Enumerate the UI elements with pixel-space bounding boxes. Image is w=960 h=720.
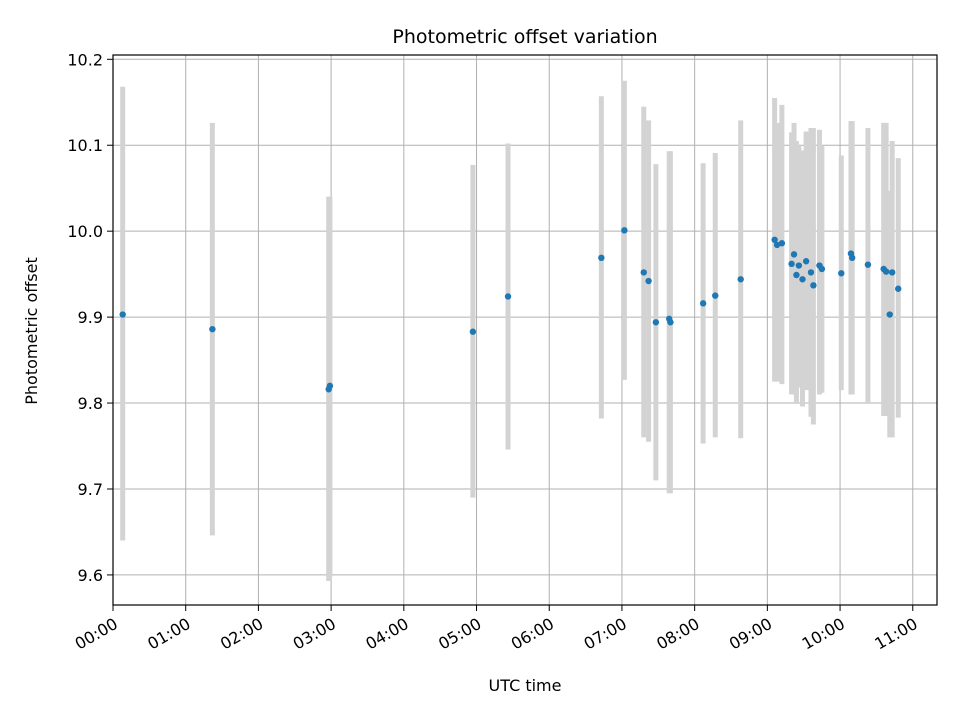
data-point bbox=[778, 240, 786, 247]
data-point bbox=[326, 382, 334, 390]
data-point bbox=[799, 276, 806, 283]
data-point bbox=[818, 265, 826, 273]
y-tick-label: 10.1 bbox=[67, 136, 103, 155]
chart-title: Photometric offset variation bbox=[392, 26, 657, 48]
y-tick-label: 9.9 bbox=[78, 308, 103, 327]
y-axis-ticks: 9.6 9.7 9.8 9.9 10.0 10.1 10.2 bbox=[67, 50, 113, 585]
data-points bbox=[119, 227, 902, 393]
data-point bbox=[621, 227, 628, 234]
data-point bbox=[864, 261, 872, 268]
data-point bbox=[699, 300, 707, 307]
data-point bbox=[882, 268, 890, 275]
data-point bbox=[469, 328, 477, 335]
data-point bbox=[810, 282, 817, 289]
data-point bbox=[838, 270, 845, 277]
data-point bbox=[119, 311, 126, 318]
y-tick-label: 9.6 bbox=[78, 566, 103, 585]
data-point bbox=[773, 241, 781, 249]
y-tick-label: 9.8 bbox=[78, 394, 103, 413]
data-point bbox=[886, 311, 893, 318]
data-point bbox=[802, 258, 810, 265]
data-point bbox=[209, 325, 216, 333]
data-point bbox=[640, 269, 647, 276]
data-point bbox=[895, 285, 902, 292]
plot-frame bbox=[112, 54, 938, 606]
data-point bbox=[793, 271, 800, 279]
data-point bbox=[598, 254, 605, 262]
data-point bbox=[848, 254, 856, 262]
y-axis-label: Photometric offset bbox=[22, 257, 41, 405]
data-point bbox=[737, 276, 744, 283]
data-point bbox=[790, 251, 798, 258]
data-point bbox=[788, 260, 795, 268]
data-point bbox=[807, 269, 815, 276]
y-tick-label: 9.7 bbox=[78, 480, 103, 499]
data-point bbox=[771, 236, 778, 243]
data-point bbox=[645, 277, 652, 285]
y-tick-label: 10.0 bbox=[67, 222, 103, 241]
data-point bbox=[667, 319, 674, 326]
data-point bbox=[795, 262, 803, 269]
data-point bbox=[888, 269, 896, 276]
x-axis-label: UTC time bbox=[489, 676, 562, 695]
data-point bbox=[504, 293, 512, 300]
data-point bbox=[652, 319, 660, 326]
y-tick-label: 10.2 bbox=[67, 50, 103, 69]
data-point bbox=[712, 292, 719, 299]
grid bbox=[112, 55, 937, 605]
